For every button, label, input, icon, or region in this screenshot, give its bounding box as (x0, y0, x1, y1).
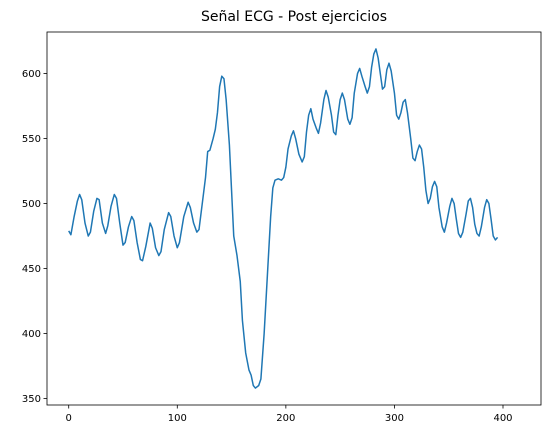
x-tick-label: 0 (66, 413, 72, 424)
y-tick-label: 450 (22, 264, 41, 275)
y-tick-label: 350 (22, 394, 41, 405)
chart-title: Señal ECG - Post ejercicios (201, 9, 387, 25)
y-tick-label: 600 (22, 69, 41, 80)
x-tick-label: 100 (168, 413, 187, 424)
y-tick-label: 400 (22, 329, 41, 340)
axes-frame (46, 31, 542, 406)
y-tick-label: 500 (22, 199, 41, 210)
x-tick-label: 300 (385, 413, 404, 424)
ecg-line (68, 48, 499, 389)
x-tick-label: 200 (276, 413, 295, 424)
x-tick-label: 400 (493, 413, 512, 424)
y-tick-label: 550 (22, 134, 41, 145)
